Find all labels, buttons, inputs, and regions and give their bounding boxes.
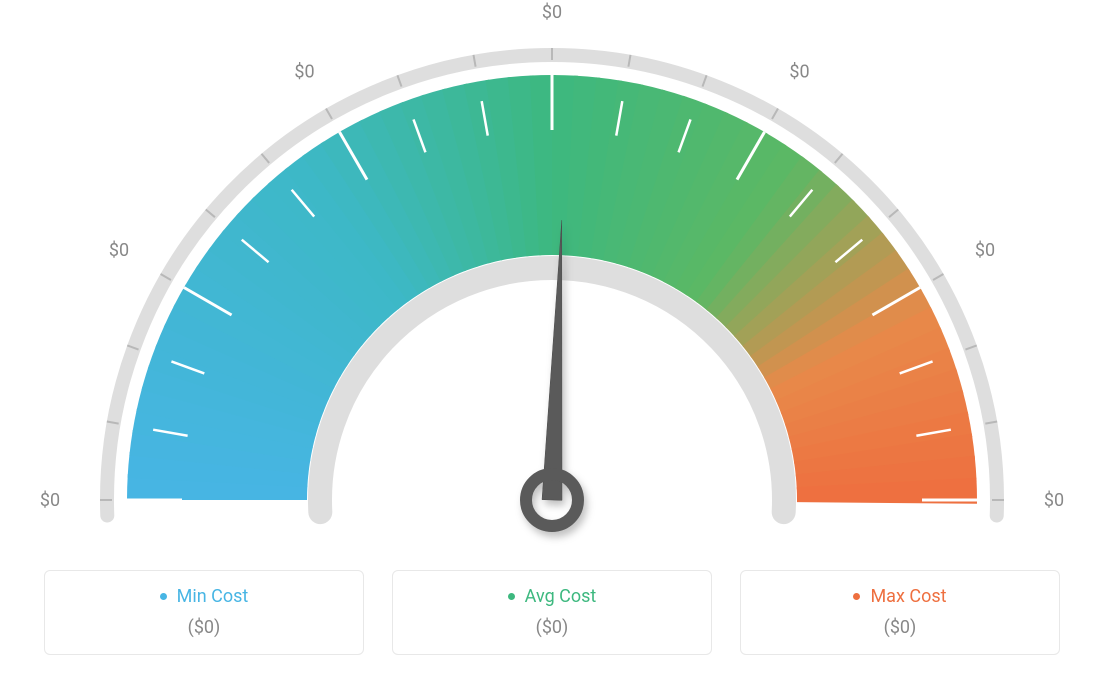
gauge-chart: $0 $0 $0 $0 $0 $0 $0 <box>0 0 1104 560</box>
legend-value-max: ($0) <box>751 617 1049 638</box>
gauge-scale-label-1: $0 <box>109 240 129 261</box>
gauge-scale-label-3: $0 <box>542 2 562 23</box>
legend-row: Min Cost ($0) Avg Cost ($0) Max Cost ($0… <box>0 570 1104 655</box>
gauge-scale-label-5: $0 <box>975 240 995 261</box>
legend-dot-max <box>853 593 860 600</box>
legend-card-min: Min Cost ($0) <box>44 570 364 655</box>
gauge-scale-label-0: $0 <box>40 490 60 511</box>
gauge-scale-label-2: $0 <box>294 61 314 82</box>
legend-title-max: Max Cost <box>853 586 946 607</box>
legend-value-min: ($0) <box>55 617 353 638</box>
legend-label-min: Min Cost <box>177 586 249 607</box>
gauge-svg: $0 $0 $0 $0 $0 $0 $0 <box>0 0 1104 560</box>
legend-label-avg: Avg Cost <box>525 586 597 607</box>
legend-title-min: Min Cost <box>160 586 249 607</box>
gauge-scale-label-6: $0 <box>1044 490 1064 511</box>
legend-card-avg: Avg Cost ($0) <box>392 570 712 655</box>
legend-dot-min <box>160 593 167 600</box>
legend-title-avg: Avg Cost <box>508 586 597 607</box>
legend-value-avg: ($0) <box>403 617 701 638</box>
legend-label-max: Max Cost <box>870 586 946 607</box>
gauge-scale-label-4: $0 <box>789 61 809 82</box>
legend-dot-avg <box>508 593 515 600</box>
legend-card-max: Max Cost ($0) <box>740 570 1060 655</box>
